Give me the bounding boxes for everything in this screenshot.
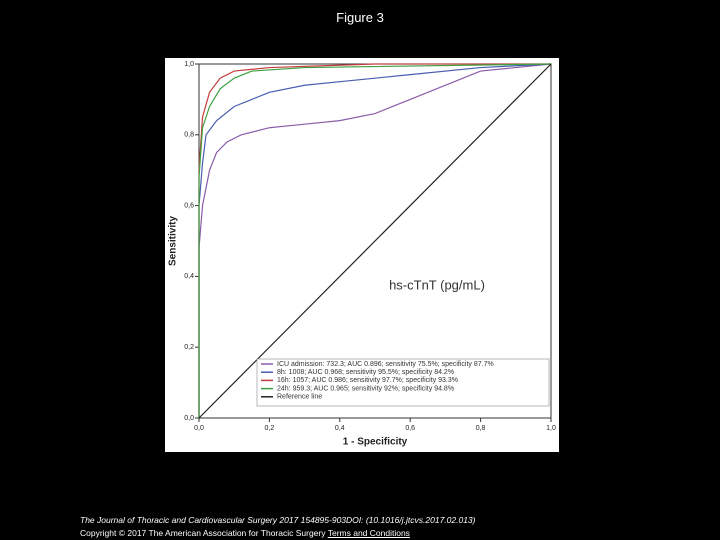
legend-label: 16h: 1057; AUC 0.986; sensitivity 97.7%;… (277, 377, 458, 384)
y-tick-label: 0,2 (184, 344, 194, 351)
x-tick-label: 0,2 (265, 425, 275, 432)
legend-box (256, 358, 550, 407)
x-tick-label: 0,4 (335, 425, 345, 432)
y-tick-label: 0,0 (184, 415, 194, 422)
legend-label: ICU admission: 732.3; AUC 0.896; sensiti… (277, 361, 494, 368)
legend-label: 24h: 959.3; AUC 0.965; sensitivity 92%; … (277, 385, 454, 392)
x-tick-label: 0,0 (194, 425, 204, 432)
slide-title: Figure 3 (336, 10, 384, 25)
y-tick-label: 0,8 (184, 132, 194, 139)
roc-curve (198, 63, 552, 418)
roc-curve (198, 63, 552, 418)
legend-label: 8h: 1008; AUC 0.968; sensitivity 95.5%; … (277, 369, 454, 376)
y-tick-label: 1,0 (184, 61, 194, 68)
chart: 0,0 0,2 0,4 0,6 0,8 1,0 0,0 0,2 0,4 0,6 0,8 1,0 1 - … (165, 58, 559, 452)
y-tick-label: 0,4 (184, 273, 194, 280)
y-axis-label: Sensitivity (168, 216, 179, 266)
copyright-line: Copyright © 2017 The American Associatio… (80, 528, 410, 538)
terms-link[interactable]: Terms and Conditions (327, 528, 410, 538)
citation: The Journal of Thoracic and Cardiovascul… (80, 515, 476, 525)
x-tick-label: 0,6 (405, 425, 415, 432)
annotation: hs-cTnT (pg/mL) (389, 277, 485, 292)
x-tick-label: 1,0 (546, 425, 556, 432)
y-tick-label: 0,6 (184, 202, 194, 209)
x-tick-label: 0,8 (476, 425, 486, 432)
x-axis-label: 1 - Specificity (343, 437, 408, 448)
roc-curve (198, 63, 552, 418)
copyright: Copyright © 2017 The American Associatio… (80, 528, 326, 538)
legend-label: Reference line (277, 394, 322, 401)
